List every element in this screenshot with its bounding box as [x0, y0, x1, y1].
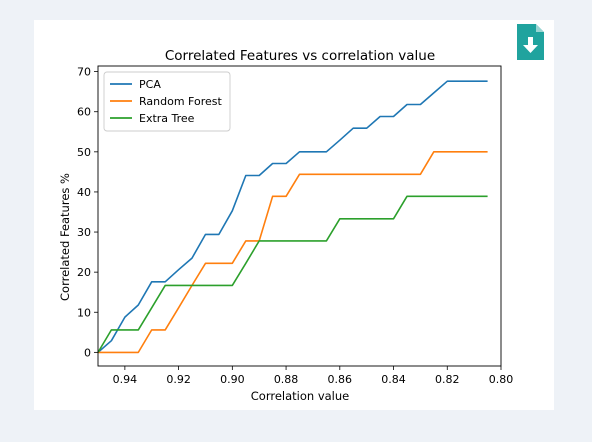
y-tick-label: 50 — [77, 146, 91, 159]
x-tick-label: 0.92 — [166, 373, 191, 386]
x-tick-label: 0.82 — [435, 373, 460, 386]
x-tick-label: 0.94 — [113, 373, 138, 386]
legend-box — [103, 71, 231, 132]
y-axis-label: Correlated Features % — [58, 173, 72, 301]
y-tick-label: 40 — [77, 186, 91, 199]
series-line-random-forest — [98, 151, 488, 354]
y-tick-label: 30 — [77, 226, 91, 239]
chart-figure: Correlated Features vs correlation value… — [58, 48, 514, 403]
x-tick-label: 0.84 — [381, 373, 406, 386]
y-tick-label: 10 — [77, 306, 91, 319]
plot-frame — [97, 65, 502, 367]
y-tick-label: 70 — [77, 66, 91, 79]
x-axis-label: Correlation value — [251, 389, 349, 403]
x-tick-label: 0.88 — [274, 373, 299, 386]
y-tick-label: 60 — [77, 106, 91, 119]
legend-label: Extra Tree — [139, 112, 195, 125]
y-tick-label: 20 — [77, 266, 91, 279]
plot-area: 0.94 0.92 0.90 0.88 0.86 0.84 0.82 0.80 0 10 20 30 4… — [77, 65, 514, 386]
x-tick-label: 0.90 — [220, 373, 245, 386]
chart-title: Correlated Features vs correlation value — [165, 48, 435, 64]
series-line-extra-tree — [97, 195, 488, 353]
legend-label: PCA — [139, 78, 161, 91]
legend-label: Random Forest — [139, 95, 222, 108]
x-tick-label: 0.80 — [489, 373, 514, 386]
chart-card: Correlated Features vs correlation value… — [34, 20, 554, 410]
x-tick-label: 0.86 — [328, 373, 353, 386]
y-tick-label: 0 — [84, 346, 91, 359]
series-line-pca — [97, 80, 488, 354]
file-download-icon[interactable] — [517, 24, 544, 60]
